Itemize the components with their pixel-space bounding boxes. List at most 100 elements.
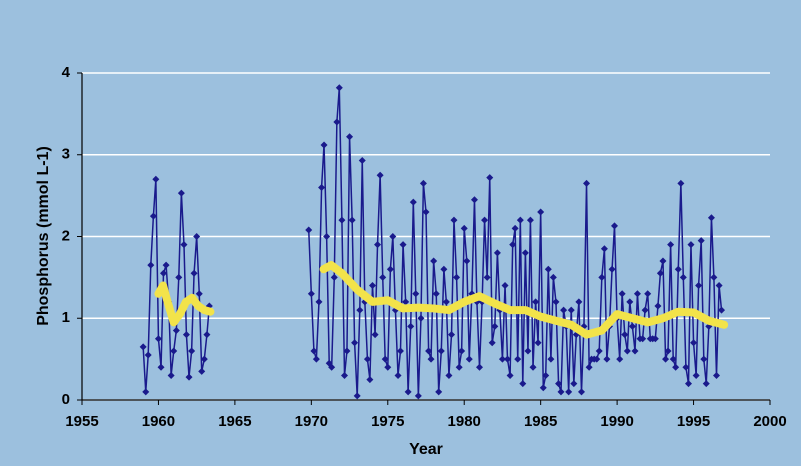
data-point: [692, 371, 700, 379]
data-point: [177, 189, 185, 197]
data-point: [687, 241, 695, 249]
data-point: [353, 392, 361, 400]
data-point: [654, 302, 662, 310]
x-tick-label: 1990: [600, 413, 633, 430]
data-point: [203, 331, 211, 339]
data-point: [422, 208, 430, 216]
data-point: [407, 322, 415, 330]
data-point: [547, 355, 555, 363]
data-point: [341, 371, 349, 379]
data-point: [700, 355, 708, 363]
data-point: [593, 355, 601, 363]
data-point: [417, 314, 425, 322]
data-point: [583, 179, 591, 187]
data-point: [519, 380, 527, 388]
data-point: [557, 388, 565, 396]
data-point: [330, 273, 338, 281]
data-point: [611, 222, 619, 230]
data-point: [577, 388, 585, 396]
data-point: [358, 156, 366, 164]
data-point: [626, 298, 634, 306]
data-point: [486, 174, 494, 182]
data-point: [190, 269, 198, 277]
data-point: [368, 282, 376, 290]
data-point: [139, 343, 147, 351]
data-point: [389, 233, 397, 240]
y-tick-label: 3: [62, 146, 70, 163]
data-point: [662, 355, 670, 363]
data-point: [343, 347, 351, 355]
x-tick-label: 2000: [753, 413, 786, 430]
data-point: [175, 273, 183, 281]
data-point: [667, 241, 675, 249]
data-point: [180, 241, 188, 249]
data-point: [567, 306, 575, 314]
data-point: [427, 355, 435, 363]
data-point: [453, 273, 461, 281]
data-point: [628, 322, 636, 330]
data-point: [195, 290, 203, 298]
data-point: [575, 298, 583, 306]
data-point: [585, 363, 593, 371]
data-point: [159, 269, 167, 277]
data-point: [144, 351, 152, 359]
data-point: [677, 179, 685, 187]
data-point: [200, 355, 208, 363]
data-point: [167, 371, 175, 379]
data-point: [509, 241, 517, 249]
x-tick-label: 1980: [448, 413, 481, 430]
data-point: [544, 265, 552, 273]
x-tick-label: 1965: [218, 413, 251, 430]
data-point: [552, 298, 560, 306]
data-point: [445, 371, 453, 379]
data-point: [690, 339, 698, 347]
data-point: [600, 245, 608, 253]
data-point: [488, 339, 496, 347]
x-axis-label: Year: [409, 441, 443, 458]
data-point: [315, 298, 323, 306]
data-point: [669, 355, 677, 363]
data-point: [310, 347, 318, 355]
data-point: [182, 331, 190, 339]
data-point: [312, 355, 320, 363]
data-point: [542, 371, 550, 379]
data-point: [534, 339, 542, 347]
data-point: [623, 347, 631, 355]
data-point: [435, 388, 443, 396]
data-point: [679, 273, 687, 281]
data-point: [511, 224, 519, 232]
series-line: [154, 261, 729, 339]
data-point: [396, 347, 404, 355]
data-point: [481, 216, 489, 224]
data-point: [455, 363, 463, 371]
data-point: [147, 261, 155, 269]
data-point: [644, 290, 652, 298]
y-axis-label: Phosphorus (mmol L-1): [35, 146, 52, 326]
x-tick-label: 1985: [524, 413, 557, 430]
y-tick-label: 4: [62, 64, 71, 81]
data-point: [470, 196, 478, 204]
x-tick-label: 1960: [142, 413, 175, 430]
data-point: [651, 335, 659, 343]
data-point: [409, 198, 417, 206]
data-point: [356, 306, 364, 314]
data-point: [616, 355, 624, 363]
data-point: [674, 265, 682, 273]
data-point: [432, 290, 440, 298]
data-point: [172, 327, 180, 335]
data-point: [529, 363, 537, 371]
data-point: [659, 257, 667, 265]
data-point: [318, 183, 326, 191]
data-point: [476, 363, 484, 371]
data-point: [537, 208, 545, 216]
x-tick-label: 1995: [677, 413, 710, 430]
data-point: [430, 257, 438, 265]
data-point: [718, 306, 726, 314]
data-point: [351, 339, 359, 347]
data-point: [539, 384, 547, 392]
data-point: [157, 363, 165, 371]
data-point: [710, 273, 718, 281]
data-point: [685, 380, 693, 388]
